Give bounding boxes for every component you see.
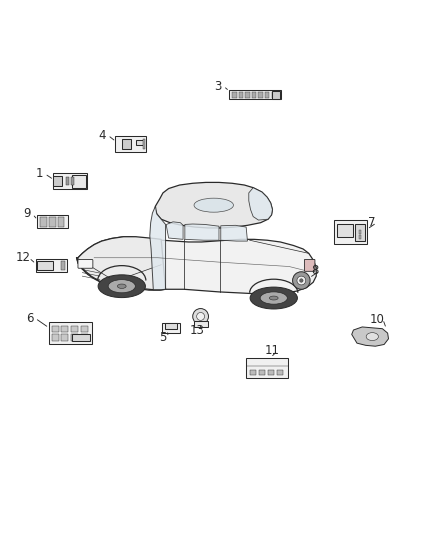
Bar [268, 370, 274, 375]
Polygon shape [77, 237, 166, 290]
Bar [115, 136, 146, 152]
Circle shape [300, 279, 303, 282]
Bar [122, 139, 131, 149]
Polygon shape [185, 224, 219, 240]
Bar [81, 334, 88, 341]
Ellipse shape [194, 198, 233, 212]
Polygon shape [77, 237, 316, 294]
Bar [252, 92, 256, 98]
Bar [53, 176, 62, 187]
Bar [81, 326, 88, 332]
Text: 11: 11 [265, 344, 280, 357]
Text: 4: 4 [99, 128, 106, 142]
Text: 12: 12 [16, 251, 31, 264]
Bar [136, 140, 143, 145]
Bar [272, 91, 280, 99]
Bar [52, 334, 59, 341]
Bar [71, 326, 78, 332]
Bar [265, 92, 269, 98]
Polygon shape [352, 327, 389, 346]
Bar [338, 223, 353, 237]
Bar [165, 323, 177, 329]
Circle shape [193, 309, 208, 324]
Circle shape [293, 272, 310, 289]
Bar [194, 321, 208, 327]
Ellipse shape [108, 280, 135, 293]
Text: 13: 13 [190, 324, 205, 337]
FancyBboxPatch shape [78, 260, 93, 268]
Bar [239, 92, 243, 98]
Text: 10: 10 [370, 312, 385, 326]
Text: 3: 3 [215, 79, 222, 93]
Bar [72, 334, 90, 342]
Bar [334, 220, 367, 245]
Bar [162, 322, 180, 333]
Bar [37, 261, 53, 270]
Bar [40, 217, 47, 227]
Text: 1: 1 [35, 167, 43, 180]
Bar [143, 139, 145, 149]
Ellipse shape [260, 292, 287, 304]
Polygon shape [150, 206, 166, 290]
Bar [246, 358, 288, 378]
Bar [359, 230, 361, 233]
Bar [359, 235, 361, 239]
Polygon shape [249, 188, 272, 220]
Ellipse shape [98, 275, 145, 297]
Bar [66, 177, 69, 185]
Bar [61, 261, 65, 270]
Bar [61, 326, 68, 332]
Ellipse shape [366, 333, 378, 341]
Text: 8: 8 [311, 264, 318, 277]
Bar [52, 326, 59, 332]
Bar [229, 91, 281, 99]
Bar [58, 217, 64, 227]
Bar [71, 334, 78, 341]
Text: 6: 6 [26, 312, 34, 325]
Polygon shape [155, 182, 272, 228]
Bar [37, 215, 68, 229]
Ellipse shape [269, 296, 278, 300]
Bar [49, 322, 92, 344]
Bar [250, 370, 256, 375]
Text: 7: 7 [367, 216, 375, 229]
Bar [355, 223, 365, 241]
Bar [53, 173, 87, 189]
Bar [49, 217, 56, 227]
Text: 9: 9 [23, 207, 31, 221]
Bar [61, 334, 68, 341]
FancyBboxPatch shape [304, 260, 315, 271]
Bar [272, 92, 276, 98]
Bar [245, 92, 250, 98]
Polygon shape [221, 225, 247, 241]
Bar [258, 92, 263, 98]
Ellipse shape [117, 284, 126, 288]
Bar [259, 370, 265, 375]
Bar [72, 174, 86, 188]
Circle shape [297, 276, 306, 285]
Bar [277, 370, 283, 375]
Bar [232, 92, 237, 98]
Text: 5: 5 [159, 331, 166, 344]
Circle shape [197, 312, 205, 320]
Ellipse shape [250, 287, 297, 309]
Polygon shape [166, 222, 183, 239]
Bar [36, 259, 67, 272]
Bar [71, 177, 74, 185]
